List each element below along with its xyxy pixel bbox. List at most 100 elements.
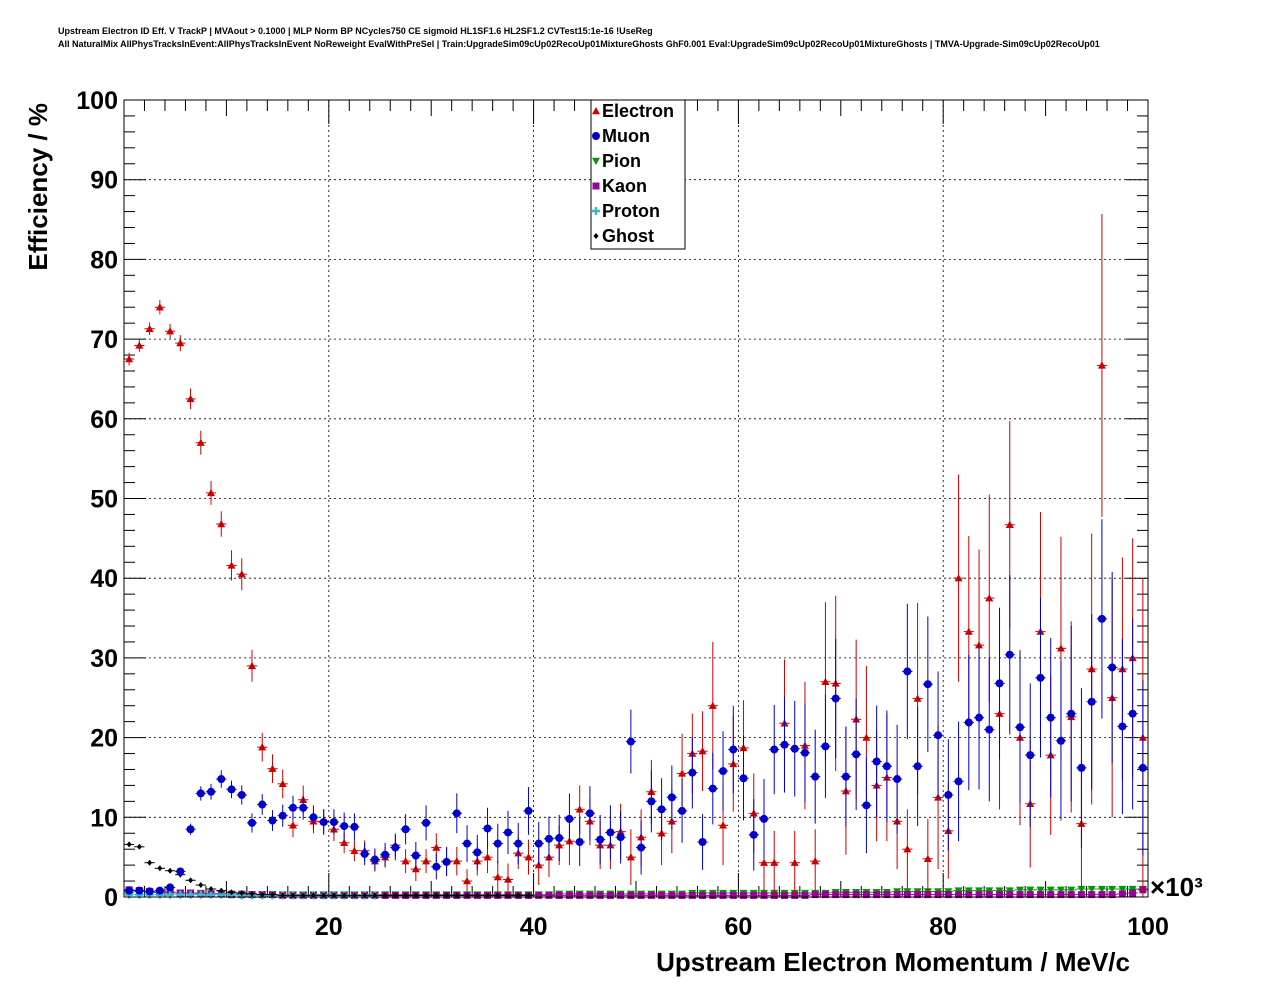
electron-marker [340, 838, 349, 847]
muon-marker [237, 790, 246, 799]
muon-marker [657, 805, 666, 814]
electron-marker [145, 324, 154, 332]
pion-point [1025, 886, 1036, 894]
pion-point [1107, 885, 1118, 894]
kaon-marker [555, 891, 563, 899]
kaon-marker [955, 891, 963, 899]
kaon-point [605, 891, 616, 899]
ghost-point [318, 892, 329, 899]
pion-marker [1128, 885, 1137, 894]
kaon-point [697, 891, 708, 899]
ghost-marker [269, 891, 275, 898]
pion-marker [1036, 886, 1045, 894]
electron-point [1096, 213, 1108, 517]
electron-point [349, 840, 360, 862]
pion-marker [1016, 886, 1024, 894]
kaon-point [861, 891, 872, 899]
legend-item-electron: Electron [592, 101, 674, 121]
muon-marker [155, 886, 164, 895]
muon-marker [698, 838, 707, 847]
pion-point [1014, 886, 1026, 894]
muon-marker [790, 744, 799, 753]
kaon-marker [750, 891, 758, 899]
y-tick-label: 90 [90, 167, 118, 195]
muon-marker [749, 830, 758, 839]
ghost-point [226, 889, 237, 896]
muon-marker [360, 849, 369, 858]
muon-marker [944, 790, 953, 799]
muon-marker [688, 768, 697, 777]
electron-point [164, 323, 176, 339]
ghost-point [339, 892, 350, 899]
muon-marker [166, 883, 175, 892]
electron-point [461, 869, 473, 894]
y-tick-label: 70 [90, 326, 118, 354]
kaon-marker [770, 891, 778, 899]
muon-marker [268, 816, 277, 825]
muon-marker [411, 851, 420, 860]
muon-marker [1087, 697, 1096, 706]
electron-marker [678, 769, 687, 777]
electron-marker [862, 733, 871, 741]
muon-point [441, 847, 452, 877]
muon-point [257, 794, 268, 815]
muon-marker [954, 777, 963, 786]
kaon-marker [965, 891, 973, 899]
kaon-marker [883, 891, 891, 899]
series-electron [124, 213, 1148, 897]
x-tick-label: 100 [1127, 913, 1169, 941]
kaon-point [1035, 891, 1046, 899]
muon-marker [329, 818, 338, 827]
electron-marker [913, 694, 922, 702]
kaon-marker [1088, 891, 1096, 899]
muon-marker [719, 767, 728, 776]
kaon-point [564, 891, 575, 899]
ghost-point [164, 867, 176, 874]
kaon-marker [934, 891, 942, 899]
muon-point [1107, 571, 1118, 764]
legend-pion-label: Pion [602, 151, 641, 171]
muon-point [840, 726, 852, 827]
muon-marker [299, 803, 308, 812]
muon-point [308, 805, 319, 830]
muon-marker [606, 828, 615, 837]
muon-point [932, 671, 944, 799]
pion-marker [1005, 887, 1014, 895]
muon-point [523, 787, 534, 835]
electron-point [902, 809, 913, 890]
electron-point [154, 300, 165, 315]
electron-point [492, 861, 503, 894]
kaon-marker [914, 891, 922, 899]
muon-point [943, 739, 954, 851]
kaon-point [840, 891, 852, 899]
kaon-point [779, 891, 790, 899]
ghost-point [349, 892, 360, 899]
ghost-point [482, 892, 493, 899]
muon-marker [852, 750, 861, 759]
muon-point [615, 810, 626, 864]
electron-marker [135, 341, 144, 349]
muon-marker [678, 806, 687, 815]
kaon-marker [801, 891, 809, 899]
muon-point [554, 814, 565, 862]
kaon-marker [596, 891, 604, 899]
ghost-marker [208, 886, 214, 893]
electron-point [226, 550, 237, 581]
electron-point [625, 829, 636, 886]
muon-marker [1128, 709, 1137, 718]
muon-marker [647, 797, 656, 806]
kaon-point [1117, 890, 1128, 898]
kaon-marker [729, 891, 737, 899]
muon-marker [913, 762, 922, 771]
ghost-point [369, 892, 380, 899]
kaon-marker [842, 891, 850, 899]
ghost-point [523, 892, 534, 899]
electron-marker [401, 857, 410, 865]
ghost-point [400, 892, 411, 899]
electron-point [523, 839, 534, 875]
electron-marker [575, 805, 584, 813]
muon-marker [514, 839, 523, 848]
electron-marker [493, 873, 502, 881]
muon-point [1096, 519, 1108, 719]
muon-marker [145, 887, 154, 896]
